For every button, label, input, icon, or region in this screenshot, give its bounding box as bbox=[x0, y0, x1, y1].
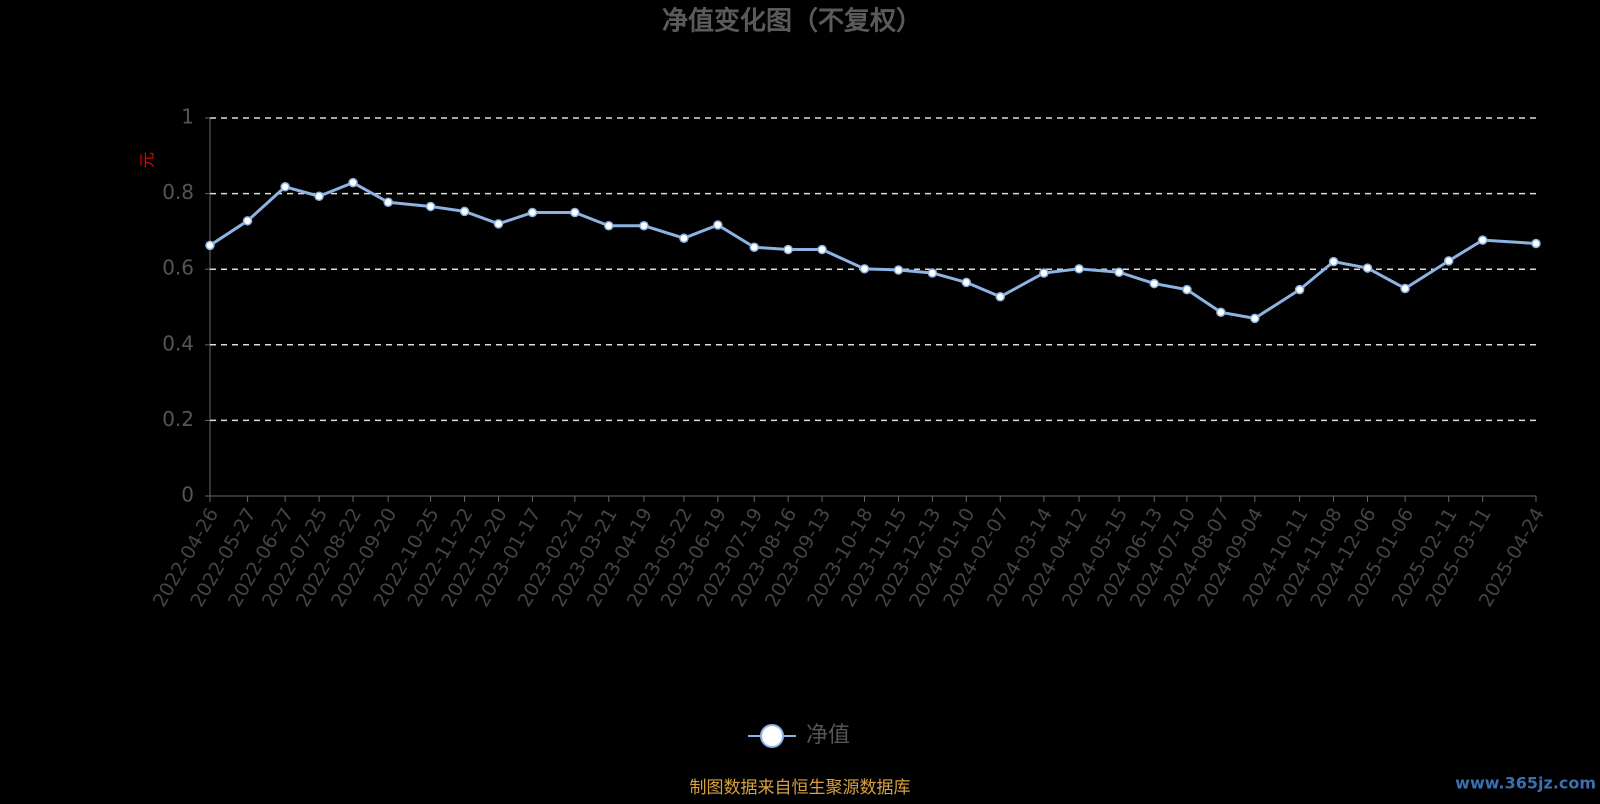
data-point bbox=[1149, 278, 1159, 289]
watermark: www.365jz.com bbox=[1455, 774, 1596, 793]
data-point bbox=[1074, 264, 1084, 274]
data-point bbox=[527, 207, 538, 218]
data-point bbox=[493, 219, 504, 229]
data-point bbox=[1443, 256, 1454, 266]
data-point bbox=[927, 268, 938, 278]
data-point bbox=[1039, 268, 1049, 278]
data-point bbox=[280, 182, 290, 192]
data-point bbox=[995, 292, 1006, 302]
data-point bbox=[1531, 238, 1541, 249]
data-point bbox=[817, 244, 827, 255]
data-point bbox=[604, 220, 614, 231]
data-point bbox=[425, 201, 436, 212]
data-point bbox=[713, 220, 723, 230]
data-point bbox=[893, 265, 904, 275]
data-point bbox=[348, 177, 358, 188]
data-point bbox=[1182, 284, 1192, 295]
data-point bbox=[1400, 283, 1410, 294]
data-point bbox=[859, 264, 870, 274]
data-point bbox=[1328, 256, 1339, 267]
data-point bbox=[749, 242, 759, 253]
y-tick-label: 0.2 bbox=[162, 407, 194, 431]
y-tick-label: 0.4 bbox=[162, 331, 194, 355]
data-point bbox=[783, 244, 793, 255]
data-point bbox=[639, 220, 649, 231]
data-point bbox=[242, 216, 253, 226]
data-point bbox=[679, 233, 689, 243]
data-point bbox=[383, 197, 393, 208]
y-tick-label: 0.8 bbox=[162, 180, 194, 204]
chart-title: 净值变化图（不复权） bbox=[662, 6, 922, 37]
data-point bbox=[459, 206, 470, 217]
data-point bbox=[1477, 235, 1488, 245]
data-point bbox=[314, 191, 324, 201]
data-point bbox=[570, 207, 580, 218]
legend-label[interactable]: 净值 bbox=[806, 723, 850, 748]
data-point bbox=[961, 277, 972, 288]
y-tick-label: 0 bbox=[181, 483, 194, 507]
y-axis-label: 元 bbox=[138, 152, 157, 168]
y-tick-label: 1 bbox=[181, 105, 194, 129]
legend-marker bbox=[760, 724, 784, 748]
data-point bbox=[1362, 263, 1373, 273]
data-point bbox=[205, 240, 215, 251]
y-tick-label: 0.6 bbox=[162, 256, 194, 280]
data-point bbox=[1250, 313, 1260, 324]
data-point bbox=[1294, 284, 1305, 295]
data-point bbox=[1216, 307, 1226, 318]
source-note: 制图数据来自恒生聚源数据库 bbox=[690, 778, 911, 798]
series-line bbox=[209, 181, 1537, 320]
data-point bbox=[1114, 267, 1124, 277]
